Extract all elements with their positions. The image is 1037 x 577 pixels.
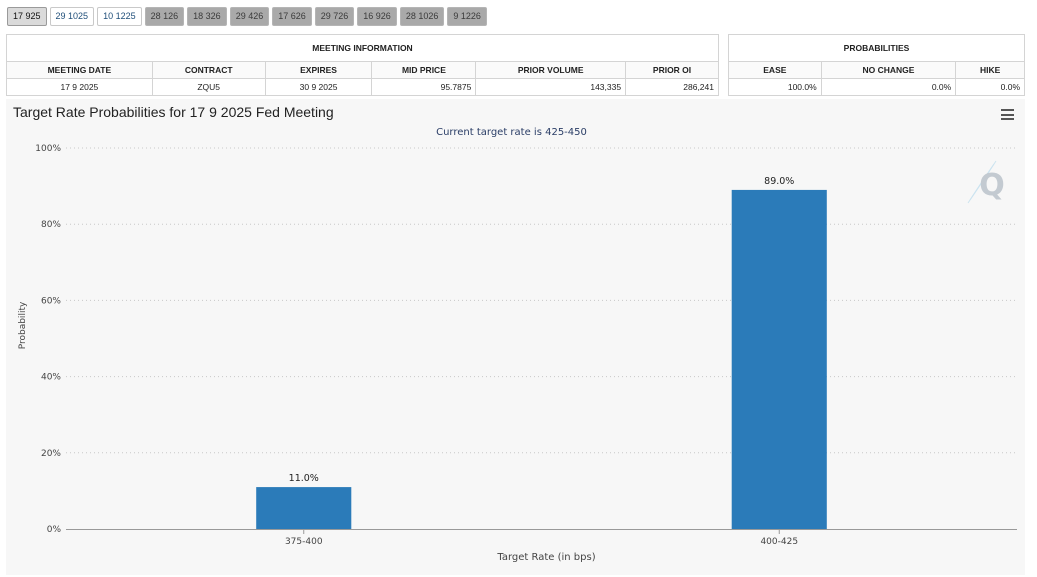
y-tick-label: 80% [41,220,61,230]
data-label: 11.0% [289,473,319,484]
probabilities-table: PROBABILITIES EASE NO CHANGE HIKE 100.0%… [728,34,1025,96]
meeting-date-cell: 17 9 2025 [6,78,153,96]
meeting-tab[interactable]: 17 925 [7,7,47,26]
table-row: 17 9 2025 ZQU5 30 9 2025 95.7875 143,335… [6,78,719,96]
probabilities-heading: PROBABILITIES [728,34,1025,62]
x-tick-label: 375-400 [285,537,323,547]
meeting-tab[interactable]: 17 626 [272,7,312,26]
expires-cell: 30 9 2025 [264,78,373,96]
column-header: MEETING DATE [6,61,153,79]
y-tick-label: 100% [35,144,61,154]
meeting-tab[interactable]: 29 1025 [49,7,95,26]
meeting-tab[interactable]: 29 726 [314,7,355,26]
chart-subtitle: Current target rate is 425-450 [436,127,587,138]
mid-price-cell: 95.7875 [371,78,477,96]
y-tick-label: 60% [41,296,61,306]
y-tick-label: 0% [47,525,62,535]
meeting-tab[interactable]: 28 1026 [399,7,445,26]
table-row: 100.0% 0.0% 0.0% [728,78,1025,96]
x-axis-title: Target Rate (in bps) [496,552,595,563]
column-header: HIKE [955,61,1025,79]
svg-text:Q: Q [979,168,1005,203]
meeting-tab[interactable]: 29 426 [229,7,270,26]
meeting-tab[interactable]: 10 1225 [97,7,142,26]
meeting-tab[interactable]: 18 326 [187,7,227,26]
bar [256,487,352,529]
prior-volume-cell: 143,335 [475,78,627,96]
x-tick-label: 400-425 [760,537,798,547]
column-header: PRIOR OI [625,61,719,79]
y-axis-title: Probability [18,301,28,349]
ease-cell: 100.0% [728,78,822,96]
column-header: CONTRACT [151,61,266,79]
bar-chart: Current target rate is 425-450 0% 20% 40% 60… [18,127,1017,563]
column-header: PRIOR VOLUME [475,61,627,79]
column-header: MID PRICE [371,61,477,79]
prior-oi-cell: 286,241 [625,78,719,96]
meeting-information-table: MEETING INFORMATION MEETING DATE CONTRAC… [6,34,719,96]
y-tick-label: 20% [41,449,61,459]
contract-cell: ZQU5 [151,78,266,96]
y-tick-label: 40% [41,373,61,383]
chart-menu-icon[interactable] [1001,109,1014,120]
chart-title: Target Rate Probabilities for 17 9 2025 … [13,104,334,120]
column-header: NO CHANGE [820,61,957,79]
meeting-information-heading: MEETING INFORMATION [6,34,719,62]
hike-cell: 0.0% [955,78,1025,96]
chart-panel: Target Rate Probabilities for 17 9 2025 … [6,99,1025,575]
meeting-tab[interactable]: 28 126 [144,7,185,26]
no-change-cell: 0.0% [820,78,957,96]
data-label: 89.0% [764,176,794,187]
meeting-tab[interactable]: 16 926 [357,7,397,26]
meeting-tab[interactable]: 9 1226 [447,7,487,26]
bar [731,189,827,529]
column-header: EASE [728,61,822,79]
column-header: EXPIRES [264,61,373,79]
q-logo-icon: Q [967,160,1005,204]
meeting-tabs: 17 925 29 1025 10 1225 28 126 18 326 29 426 17… [7,7,487,26]
